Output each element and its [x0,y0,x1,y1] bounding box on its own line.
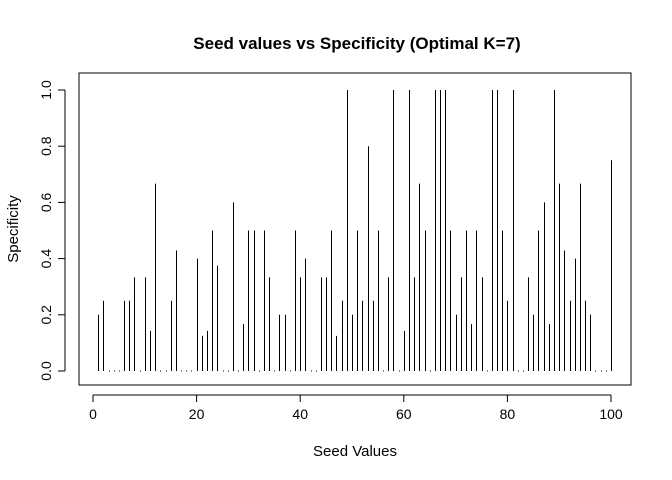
x-axis: 0 20 40 60 80 100 [89,394,623,422]
y-axis: 0.0 0.2 0.4 0.6 0.8 1.0 [38,80,66,381]
y-tick-label: 0.2 [38,305,54,325]
y-axis-label: Specificity [5,195,22,263]
y-tick-label: 0.4 [38,249,54,269]
x-tick-label: 20 [189,406,205,422]
x-axis-label: Seed Values [313,443,397,460]
y-tick-label: 1.0 [38,80,54,100]
y-tick-label: 0.0 [38,361,54,381]
x-tick-label: 60 [396,406,412,422]
chart-title: Seed values vs Specificity (Optimal K=7) [193,34,520,53]
x-tick-label: 80 [500,406,516,422]
x-tick-label: 0 [89,406,97,422]
x-tick-label: 100 [599,406,623,422]
y-tick-label: 0.6 [38,192,54,212]
plot-frame [78,72,632,386]
bars-group [98,90,612,372]
x-tick-label: 40 [292,406,308,422]
y-tick-label: 0.8 [38,136,54,156]
